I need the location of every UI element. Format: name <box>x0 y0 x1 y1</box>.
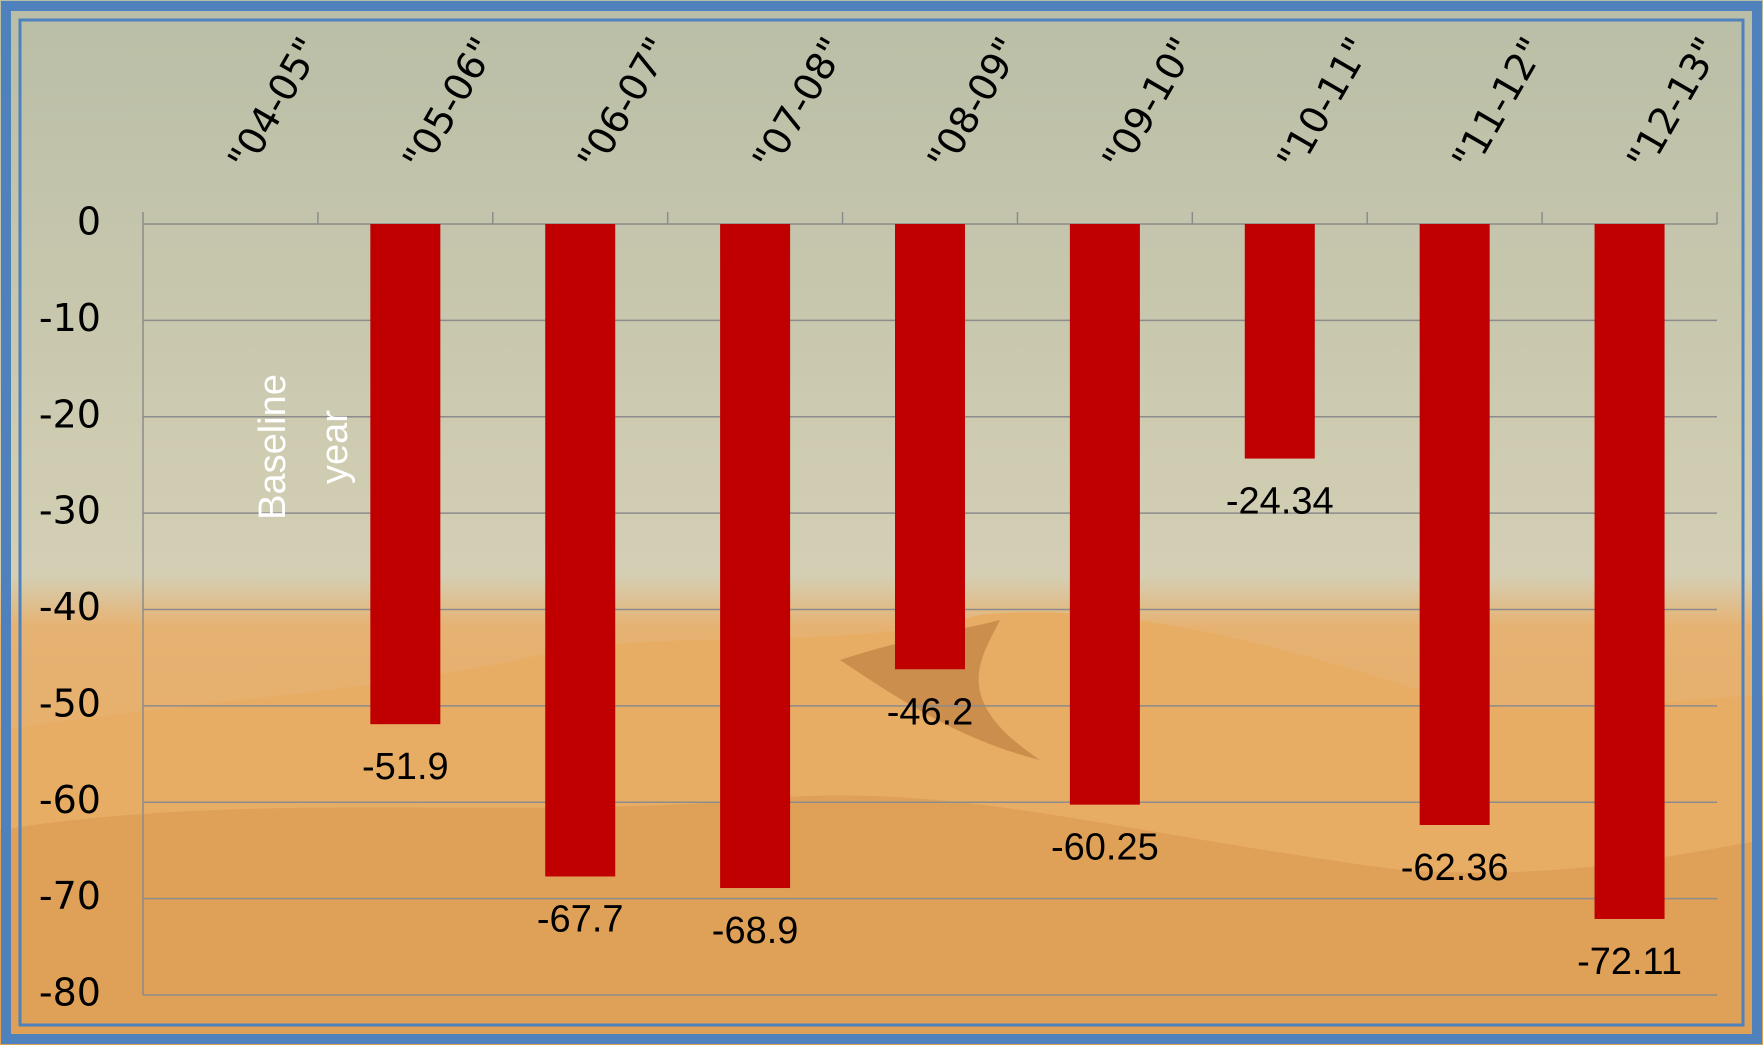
y-tick-label: -40 <box>39 585 101 629</box>
value-label: -72.11 <box>1577 941 1682 983</box>
bar <box>1594 224 1665 919</box>
value-label: -51.9 <box>362 746 449 788</box>
value-label: -60.25 <box>1051 827 1159 869</box>
value-label: -46.2 <box>887 691 974 733</box>
annotation: year <box>314 410 356 484</box>
y-tick-label: -30 <box>39 489 101 533</box>
bar <box>895 224 965 670</box>
bar <box>1419 224 1490 825</box>
y-tick-label: 0 <box>77 200 101 244</box>
dune <box>0 795 1763 1045</box>
y-tick-label: -50 <box>39 681 101 725</box>
bar <box>720 224 791 889</box>
y-tick-label: -20 <box>39 392 101 436</box>
frame-inner <box>18 18 1745 1027</box>
bar <box>1244 224 1315 459</box>
y-tick-label: -80 <box>39 971 101 1015</box>
value-label: -24.34 <box>1226 481 1334 523</box>
y-tick-label: -70 <box>39 874 101 918</box>
dune-shadow <box>840 620 1040 760</box>
bar <box>545 224 616 877</box>
y-tick-label: -60 <box>39 778 101 822</box>
value-label: -67.7 <box>537 898 624 940</box>
value-label: -68.9 <box>712 910 799 952</box>
bar <box>370 224 441 725</box>
value-label: -62.36 <box>1401 847 1509 889</box>
y-tick-label: -10 <box>39 296 101 340</box>
annotation: Baseline <box>252 374 294 520</box>
bar <box>1069 224 1140 805</box>
